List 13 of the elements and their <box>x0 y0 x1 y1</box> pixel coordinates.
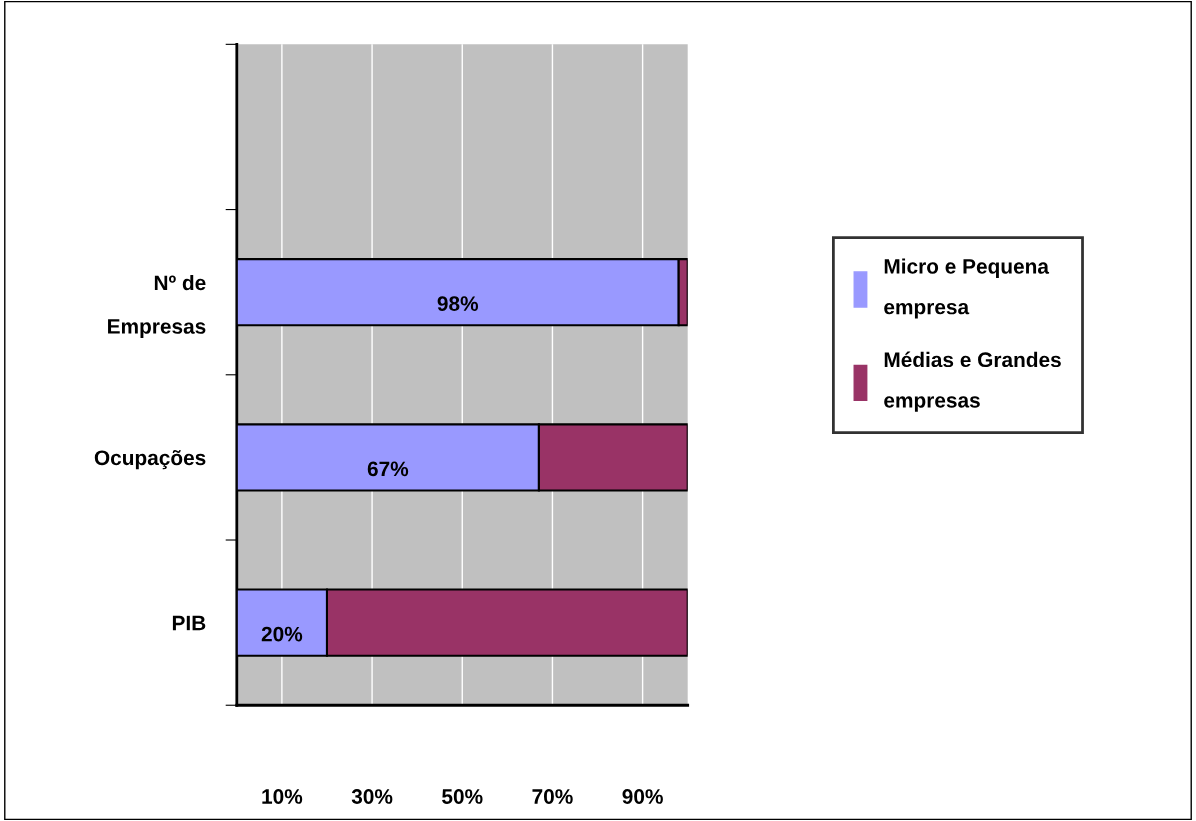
x-tick-label: 50% <box>442 789 483 804</box>
x-tick-label: 90% <box>622 789 663 804</box>
data-label: 67% <box>367 461 409 477</box>
y-tick-label: PIB <box>172 615 206 631</box>
y-tick-label: Ocupações <box>94 449 206 470</box>
data-label: 20% <box>261 626 303 642</box>
x-tick-label: 10% <box>262 789 303 804</box>
x-tick-label: 30% <box>351 789 393 804</box>
x-tick-label: 70% <box>532 789 573 804</box>
legend-label: Micro e Pequena empresa <box>884 258 1050 319</box>
data-label: 98% <box>437 296 479 311</box>
text: Médias e Grandes empresas <box>884 351 1061 412</box>
category-label: Nº de Empresas <box>108 274 206 338</box>
